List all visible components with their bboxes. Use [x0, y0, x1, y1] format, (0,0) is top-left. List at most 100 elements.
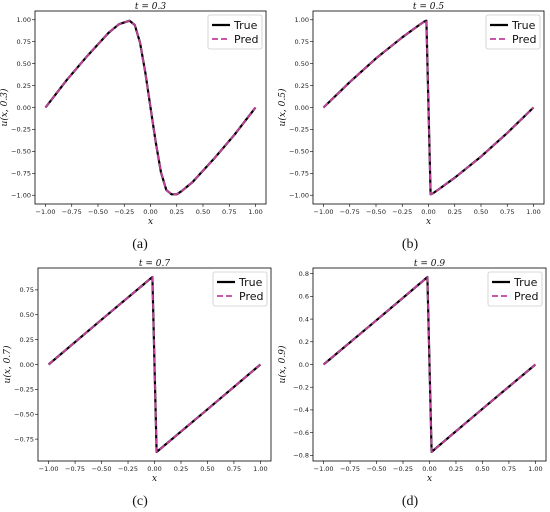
y-tick-label: 0.50	[20, 311, 34, 319]
y-tick-label: 0.6	[299, 293, 309, 301]
x-tick-label: −0.25	[393, 465, 413, 473]
legend-label-true: True	[511, 19, 536, 32]
y-axis-label: u(x, 0.7)	[2, 345, 13, 383]
chart-title: t = 0.3	[135, 2, 166, 12]
y-tick-label: 0.0	[299, 361, 309, 369]
y-tick-label: 0.75	[17, 38, 31, 46]
x-tick-label: 0.25	[170, 208, 184, 216]
x-tick-label: 0.50	[475, 465, 489, 473]
legend-label-true: True	[513, 276, 538, 289]
y-tick-label: 0.00	[295, 104, 309, 112]
x-tick-label: −0.50	[92, 465, 112, 473]
x-axis-label: x	[427, 474, 432, 484]
x-tick-label: 0.75	[502, 465, 516, 473]
y-tick-label: 0.00	[20, 361, 34, 369]
legend-label-pred: Pred	[234, 33, 258, 46]
legend-label-true: True	[233, 19, 258, 32]
x-tick-label: −0.75	[65, 465, 85, 473]
y-tick-label: −0.50	[289, 148, 309, 156]
y-tick-label: −0.6	[293, 429, 309, 437]
legend-box	[207, 14, 263, 50]
y-tick-label: 0.50	[17, 60, 31, 68]
x-tick-label: −1.00	[314, 465, 334, 473]
y-tick-label: 0.75	[20, 286, 34, 294]
legend-box	[487, 271, 543, 307]
x-tick-label: 1.00	[248, 208, 262, 216]
y-axis-label: u(x, 0.5)	[277, 88, 288, 126]
x-tick-label: 0.00	[421, 208, 435, 216]
y-tick-label: −1.00	[11, 192, 31, 200]
x-tick-label: 0.00	[147, 465, 161, 473]
x-tick-label: −0.50	[88, 208, 108, 216]
chart-panel-2: −1.00 −0.75 −0.50 −0.25 0.00 0.25 0.50 0.75 1.00…	[277, 2, 545, 252]
y-tick-label: 1.00	[295, 16, 309, 24]
x-tick-label: 0.00	[422, 465, 436, 473]
x-tick-label: 0.50	[200, 465, 214, 473]
legend-box	[212, 271, 268, 307]
y-tick-label: −0.75	[11, 170, 31, 178]
x-tick-label: 1.00	[528, 465, 542, 473]
x-tick-label: 0.75	[500, 208, 514, 216]
chart-title: t = 0.9	[414, 259, 445, 269]
panel-caption: (c)	[132, 494, 148, 509]
x-tick-label: −0.50	[366, 208, 386, 216]
y-tick-label: 0.25	[295, 82, 309, 90]
x-tick-label: −0.50	[367, 465, 387, 473]
chart-title: t = 0.5	[413, 2, 444, 12]
y-tick-label: 0.4	[299, 315, 309, 323]
y-tick-label: 0.25	[17, 82, 31, 90]
y-axis-label: u(x, 0.3)	[0, 88, 10, 126]
y-tick-label: −0.75	[14, 435, 34, 443]
legend-label-true: True	[238, 276, 263, 289]
chart-title: t = 0.7	[139, 259, 170, 269]
panel-caption: (d)	[402, 494, 419, 509]
legend-label-pred: Pred	[239, 290, 263, 303]
legend-label-pred: Pred	[514, 290, 538, 303]
y-tick-label: −1.00	[289, 192, 309, 200]
chart-panel-4: −1.00 −0.75 −0.50 −0.25 0.00 0.25 0.50 0.75 1.00…	[277, 259, 547, 509]
y-tick-label: 0.00	[17, 104, 31, 112]
x-tick-label: 0.25	[449, 465, 463, 473]
y-tick-label: 0.25	[20, 336, 34, 344]
x-axis-label: x	[152, 474, 157, 484]
x-tick-label: 0.00	[143, 208, 157, 216]
x-tick-label: −0.25	[118, 465, 138, 473]
x-tick-label: −0.25	[114, 208, 134, 216]
y-tick-label: −0.25	[289, 126, 309, 134]
y-tick-label: 0.8	[299, 270, 309, 278]
y-tick-label: 0.75	[295, 38, 309, 46]
y-tick-label: −0.2	[293, 384, 309, 392]
y-tick-label: −0.4	[293, 406, 309, 414]
legend-label-pred: Pred	[512, 33, 536, 46]
y-tick-label: 1.00	[17, 16, 31, 24]
x-axis-label: x	[426, 217, 431, 227]
chart-panel-1: −1.00 −0.75 −0.50 −0.25 0.00 0.25 0.50 0.75 1.00…	[0, 2, 267, 252]
y-tick-label: −0.8	[293, 452, 309, 460]
x-tick-label: −1.00	[314, 208, 334, 216]
y-axis-label: u(x, 0.9)	[277, 345, 288, 383]
x-tick-label: 0.75	[227, 465, 241, 473]
x-tick-label: −0.75	[62, 208, 82, 216]
series-line-pred	[44, 19, 257, 196]
x-tick-label: 0.50	[196, 208, 210, 216]
x-tick-label: 1.00	[526, 208, 540, 216]
y-tick-label: −0.50	[11, 148, 31, 156]
panel-caption: (a)	[132, 237, 148, 252]
series-line-true	[47, 275, 262, 454]
x-axis-label: x	[148, 217, 153, 227]
x-tick-label: 0.25	[448, 208, 462, 216]
x-tick-label: −0.75	[340, 465, 360, 473]
y-tick-label: −0.25	[11, 126, 31, 134]
panel-caption: (b)	[402, 237, 419, 252]
x-tick-label: −0.25	[392, 208, 412, 216]
y-tick-label: 0.2	[299, 338, 309, 346]
y-tick-label: −0.25	[14, 386, 34, 394]
x-tick-label: 0.25	[174, 465, 188, 473]
x-tick-label: −1.00	[39, 465, 59, 473]
legend-box	[485, 14, 541, 50]
y-tick-label: −0.75	[289, 170, 309, 178]
x-tick-label: 0.75	[222, 208, 236, 216]
y-tick-label: −0.50	[14, 411, 34, 419]
x-tick-label: 0.50	[474, 208, 488, 216]
